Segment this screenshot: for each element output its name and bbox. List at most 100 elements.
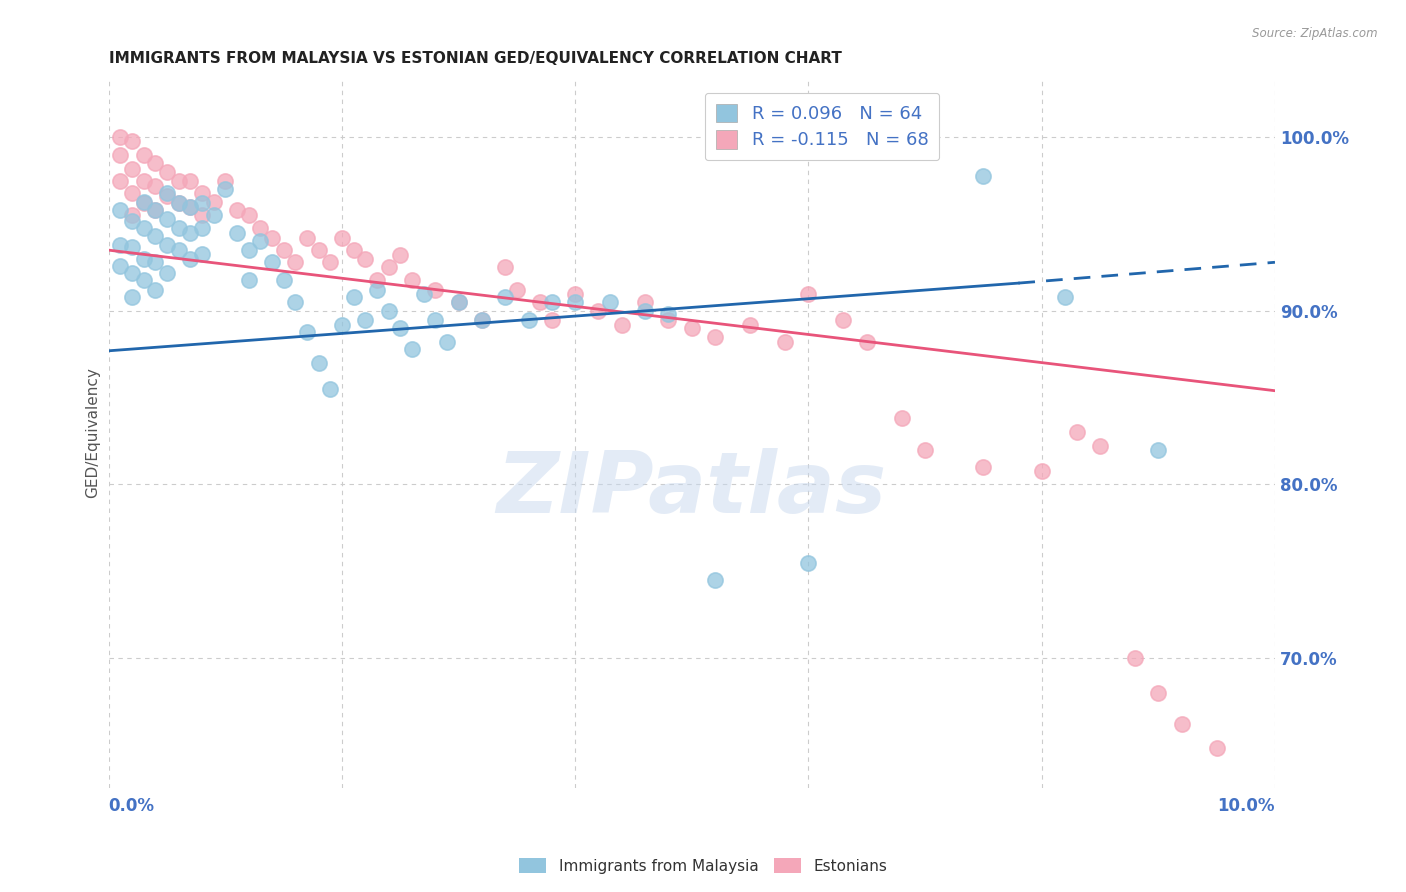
Y-axis label: GED/Equivalency: GED/Equivalency [86,367,100,498]
Point [132,147,155,161]
Point [319,255,342,269]
Point [529,295,551,310]
Point [121,134,143,148]
Text: 0.0%: 0.0% [108,797,155,815]
Point [191,186,214,200]
Point [214,182,236,196]
Point [191,209,214,223]
Point [436,335,458,350]
Point [179,200,201,214]
Point [167,196,190,211]
Point [132,272,155,286]
Point [202,194,225,209]
Point [179,252,201,266]
Point [260,255,283,269]
Point [143,203,166,218]
Point [972,460,994,475]
Point [143,156,166,170]
Point [121,266,143,280]
Point [1205,741,1227,756]
Point [773,335,796,350]
Point [191,220,214,235]
Point [110,259,132,273]
Point [914,442,936,457]
Point [226,203,249,218]
Point [238,243,260,257]
Point [284,295,307,310]
Point [366,283,388,297]
Point [401,342,423,356]
Point [143,255,166,269]
Point [366,272,388,286]
Point [389,248,412,262]
Point [1147,686,1170,700]
Point [377,260,399,275]
Point [564,286,586,301]
Point [238,209,260,223]
Text: Source: ZipAtlas.com: Source: ZipAtlas.com [1253,27,1378,40]
Point [179,226,201,240]
Point [121,161,143,176]
Point [540,312,562,326]
Point [1053,290,1076,304]
Point [401,272,423,286]
Point [202,209,225,223]
Point [471,312,494,326]
Point [588,304,610,318]
Point [110,238,132,252]
Point [295,325,318,339]
Point [634,295,657,310]
Point [1088,439,1111,453]
Point [249,235,271,249]
Point [517,312,540,326]
Point [132,194,155,209]
Point [156,211,179,226]
Point [143,178,166,193]
Point [972,169,994,183]
Point [110,130,132,145]
Point [132,196,155,211]
Point [156,189,179,203]
Point [1031,464,1053,478]
Point [704,573,727,587]
Point [657,312,679,326]
Point [249,220,271,235]
Point [506,283,529,297]
Point [494,260,516,275]
Point [855,335,877,350]
Point [890,411,912,425]
Point [330,231,353,245]
Point [156,186,179,200]
Text: IMMIGRANTS FROM MALAYSIA VS ESTONIAN GED/EQUIVALENCY CORRELATION CHART: IMMIGRANTS FROM MALAYSIA VS ESTONIAN GED… [108,51,842,66]
Point [214,174,236,188]
Legend: R = 0.096   N = 64, R = -0.115   N = 68: R = 0.096 N = 64, R = -0.115 N = 68 [704,93,939,161]
Point [354,312,377,326]
Point [634,304,657,318]
Point [681,321,703,335]
Point [330,318,353,332]
Point [121,290,143,304]
Point [110,147,132,161]
Point [412,286,434,301]
Point [143,283,166,297]
Point [308,243,330,257]
Point [121,186,143,200]
Point [110,203,132,218]
Point [377,304,399,318]
Point [1147,442,1170,457]
Point [132,252,155,266]
Legend: Immigrants from Malaysia, Estonians: Immigrants from Malaysia, Estonians [513,852,893,880]
Point [121,209,143,223]
Point [354,252,377,266]
Point [447,295,470,310]
Point [471,312,494,326]
Point [308,356,330,370]
Point [132,220,155,235]
Point [191,246,214,260]
Point [797,286,820,301]
Text: 10.0%: 10.0% [1218,797,1275,815]
Point [156,165,179,179]
Point [260,231,283,245]
Point [657,307,679,321]
Point [342,243,364,257]
